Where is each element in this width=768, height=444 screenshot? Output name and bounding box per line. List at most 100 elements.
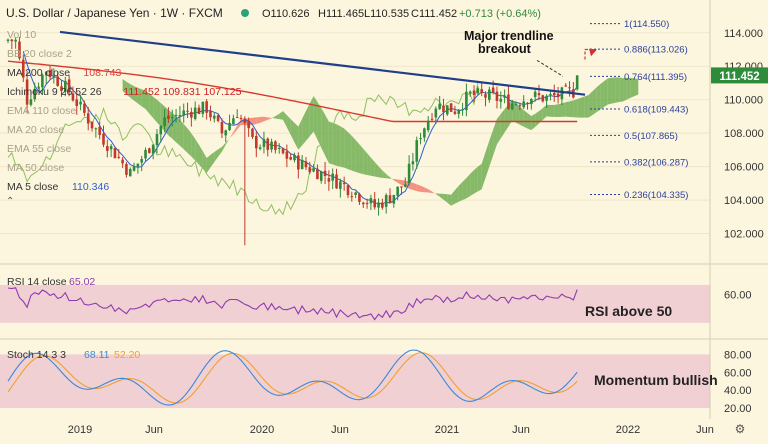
ichimoku-cloud-segment (134, 86, 138, 104)
ichimoku-cloud-segment (271, 116, 276, 119)
ichimoku-cloud-segment (619, 77, 624, 103)
stoch-annotation: Momentum bullish (594, 372, 718, 388)
candle-body (449, 103, 453, 112)
candle-body (274, 141, 277, 150)
ichimoku-cloud-segment (183, 123, 188, 153)
candle-body (109, 146, 113, 150)
trendline (59, 30, 586, 96)
candle-body (255, 136, 258, 149)
ichimoku-cloud-segment (412, 182, 417, 192)
ichimoku-cloud-segment (374, 162, 379, 178)
indicator-value: 108.743 (83, 67, 121, 79)
ichimoku-cloud-segment (409, 181, 413, 191)
ichimoku-cloud-segment (145, 90, 150, 114)
ichimoku-cloud-segment (626, 77, 631, 100)
market-status-icon (241, 9, 249, 17)
indicator-label: MA 20 close (7, 124, 64, 136)
candle-body (86, 113, 90, 124)
candle-body (495, 91, 499, 101)
time-tick-label: 2022 (616, 424, 640, 436)
ichimoku-cloud-segment (313, 95, 318, 140)
ichimoku-cloud-segment (611, 77, 616, 104)
ichimoku-cloud-segment (451, 190, 455, 206)
candle-body (549, 93, 552, 95)
candle-body (365, 202, 369, 205)
ichimoku-cloud-segment (542, 104, 547, 121)
candle-body (64, 80, 67, 92)
ichimoku-cloud-segment (420, 185, 425, 193)
ichimoku-cloud-segment (519, 106, 524, 127)
ichimoku-cloud-segment (176, 116, 180, 146)
candle-body (193, 107, 197, 119)
candle-body (232, 118, 235, 125)
fib-level-label: 0.886(113.026) (624, 45, 688, 56)
ichimoku-cloud-segment (435, 193, 440, 197)
ohlc-high: H111.465 (318, 8, 364, 20)
ichimoku-cloud-segment (298, 118, 303, 150)
settings-icon[interactable]: ⚙ (735, 422, 746, 436)
ichimoku-cloud-segment (535, 111, 539, 127)
ichimoku-cloud-segment (340, 126, 345, 168)
candle-body (60, 86, 63, 91)
ichimoku-cloud-segment (286, 115, 291, 135)
ichimoku-cloud-segment (130, 84, 135, 101)
price-tick-label: 104.000 (724, 195, 764, 207)
ichimoku-cloud-segment (328, 121, 333, 165)
ma5-line (22, 51, 578, 205)
ichimoku-cloud-segment (355, 140, 360, 174)
ichimoku-cloud-segment (558, 103, 562, 117)
candle-body (6, 39, 10, 41)
ichimoku-cloud-segment (302, 110, 306, 146)
candle-body (514, 103, 518, 105)
candle-body (151, 144, 155, 154)
rsi-tick-label: 60.00 (724, 289, 752, 301)
candle-body (144, 149, 147, 159)
candle-body (67, 79, 71, 93)
ichimoku-cloud-segment (477, 163, 482, 192)
ichimoku-cloud-segment (428, 189, 433, 193)
ichimoku-cloud-segment (256, 117, 261, 125)
stoch-tick-label: 80.00 (724, 349, 752, 361)
fib-level-label: 0.382(106.287) (624, 157, 688, 168)
ichimoku-cloud-segment (214, 149, 219, 163)
breakout-pointer (536, 59, 564, 77)
candle-body (430, 118, 434, 120)
candle-body (415, 140, 419, 162)
collapse-legend-icon[interactable]: ⌃ (6, 196, 15, 207)
candle-body (381, 202, 384, 208)
candle-body (575, 75, 579, 90)
candle-body (358, 193, 361, 202)
candle-body (407, 163, 411, 184)
ichimoku-cloud-segment (603, 78, 608, 108)
candle-body (56, 76, 59, 86)
ichimoku-cloud-segment (206, 154, 211, 174)
ichimoku-cloud-segment (367, 153, 371, 176)
last-price-label: 111.452 (719, 71, 759, 83)
candle-body (140, 158, 143, 163)
candle-body (220, 121, 224, 134)
ichimoku-cloud-segment (179, 119, 184, 150)
ichimoku-cloud-segment (344, 128, 348, 170)
stoch-k-value: 68.11 (84, 349, 110, 361)
candle-body (178, 115, 182, 117)
candle-body (33, 88, 37, 100)
ichimoku-cloud-segment (538, 108, 543, 124)
candle-body (392, 194, 396, 204)
ichimoku-cloud-segment (218, 146, 222, 157)
stoch-label: Stoch 14 3 3 (7, 349, 66, 361)
ichimoku-cloud-segment (470, 170, 475, 196)
candle-body (308, 167, 312, 173)
candle-body (552, 92, 556, 96)
ichimoku-cloud-segment (466, 173, 471, 199)
candle-body (426, 120, 430, 131)
ichimoku-cloud-segment (588, 91, 593, 118)
ichimoku-cloud-segment (504, 104, 509, 133)
ichimoku-cloud-segment (191, 133, 196, 161)
rsi-line (7, 287, 578, 321)
candle-body (266, 138, 270, 150)
ichimoku-cloud-segment (229, 131, 234, 139)
candle-body (472, 90, 476, 95)
candle-body (243, 118, 247, 123)
candle-body (117, 156, 121, 158)
price-tick-label: 106.000 (724, 162, 764, 174)
